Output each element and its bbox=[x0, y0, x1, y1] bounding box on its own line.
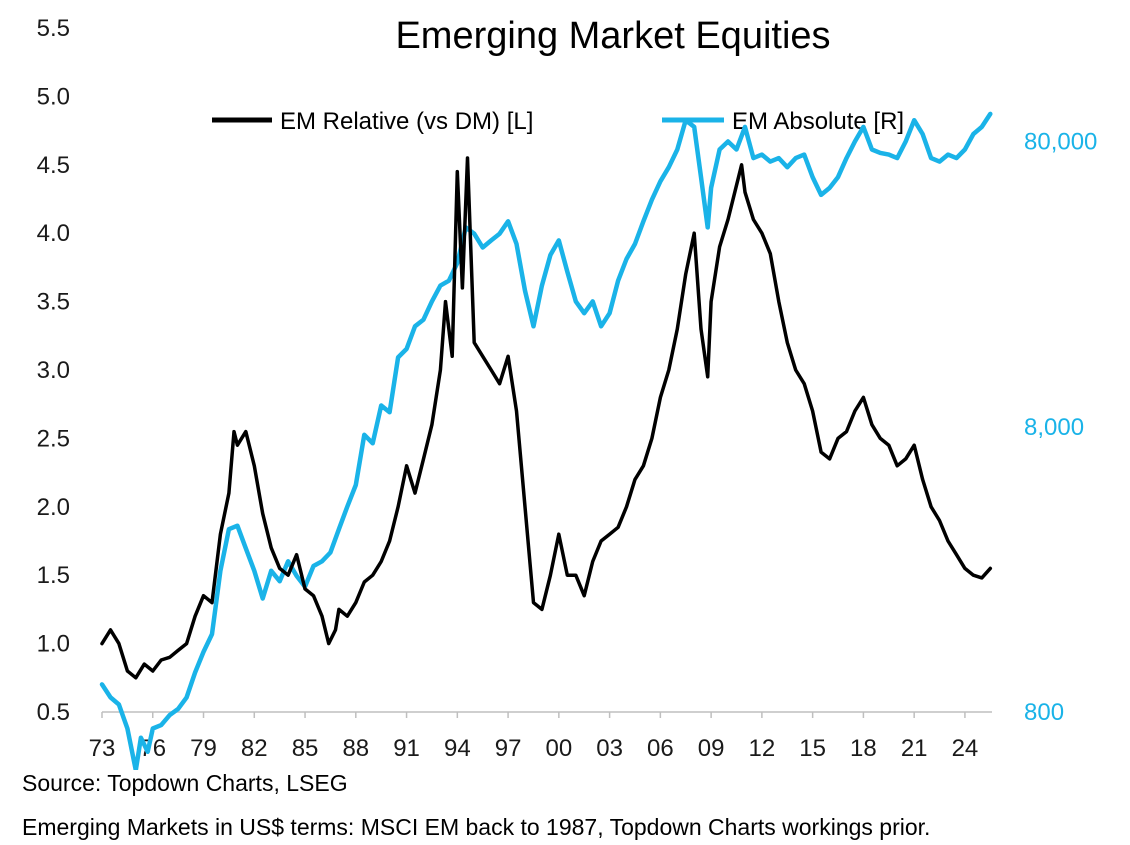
x-axis: 73 76 79 82 85 88 91 94 97 00 03 06 09 12 15 18 21 24 bbox=[89, 711, 992, 762]
x-tick-label: 12 bbox=[749, 735, 776, 762]
left-axis: 5.5 5.0 4.5 4.0 3.5 3.0 2.5 2.0 1.5 1.0 0.5 bbox=[37, 15, 70, 726]
x-tick-label: 97 bbox=[495, 735, 522, 762]
source-note: Source: Topdown Charts, LSEG bbox=[22, 770, 348, 796]
legend-label-absolute: EM Absolute [R] bbox=[732, 108, 904, 135]
legend-label-relative: EM Relative (vs DM) [L] bbox=[280, 108, 533, 135]
x-tick-label: 18 bbox=[850, 735, 877, 762]
left-tick-label: 4.0 bbox=[37, 220, 70, 247]
series-em-absolute-line bbox=[99, 111, 993, 770]
right-tick-label: 800 bbox=[1024, 699, 1064, 726]
chart: Emerging Market Equities EM Relative (vs… bbox=[37, 15, 1097, 770]
x-tick-label: 88 bbox=[342, 735, 369, 762]
methodology-note: Emerging Markets in US$ terms: MSCI EM b… bbox=[22, 814, 931, 840]
x-tick-label: 91 bbox=[393, 735, 420, 762]
x-tick-label: 15 bbox=[799, 735, 826, 762]
x-tick-label: 94 bbox=[444, 735, 471, 762]
x-tick-label: 03 bbox=[596, 735, 623, 762]
x-tick-label: 85 bbox=[292, 735, 319, 762]
left-tick-label: 4.5 bbox=[37, 152, 70, 179]
series-layer bbox=[99, 111, 993, 770]
x-tick-label: 73 bbox=[89, 735, 116, 762]
left-tick-label: 3.0 bbox=[37, 357, 70, 384]
legend: EM Relative (vs DM) [L] EM Absolute [R] bbox=[212, 108, 904, 135]
x-tick-label: 21 bbox=[901, 735, 928, 762]
x-tick-label: 24 bbox=[952, 735, 979, 762]
right-tick-label: 80,000 bbox=[1024, 129, 1097, 156]
x-tick-label: 82 bbox=[241, 735, 268, 762]
left-tick-label: 2.0 bbox=[37, 494, 70, 521]
right-tick-label: 8,000 bbox=[1024, 414, 1084, 441]
left-tick-label: 3.5 bbox=[37, 289, 70, 316]
right-axis: 80,000 8,000 800 bbox=[1024, 129, 1097, 726]
chart-title: Emerging Market Equities bbox=[395, 15, 830, 57]
left-tick-label: 2.5 bbox=[37, 425, 70, 452]
x-tick-label: 09 bbox=[698, 735, 725, 762]
x-tick-label: 06 bbox=[647, 735, 674, 762]
left-tick-label: 5.5 bbox=[37, 15, 70, 42]
left-tick-label: 5.0 bbox=[37, 83, 70, 110]
series-em-relative-line bbox=[100, 156, 993, 680]
x-tick-label: 79 bbox=[190, 735, 217, 762]
x-tick-label: 00 bbox=[545, 735, 572, 762]
left-tick-label: 1.0 bbox=[37, 631, 70, 658]
left-tick-label: 1.5 bbox=[37, 562, 70, 589]
left-tick-label: 0.5 bbox=[37, 699, 70, 726]
